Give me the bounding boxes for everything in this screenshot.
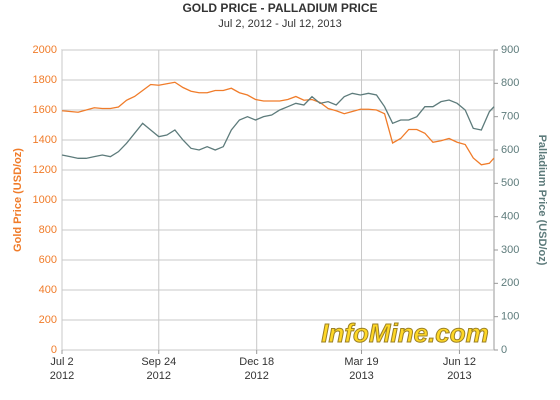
y2-tick-label: 500 <box>501 177 519 189</box>
y2-tick-label: 300 <box>501 244 519 256</box>
y-tick-label: 0 <box>51 344 57 356</box>
y-tick-label: 1400 <box>33 134 57 146</box>
y-tick-label: 1800 <box>33 74 57 86</box>
x-tick-label: 2012 <box>147 370 171 382</box>
y2-tick-label: 400 <box>501 211 519 223</box>
y2-tick-label: 100 <box>501 311 519 323</box>
x-tick-label: 2013 <box>349 370 373 382</box>
y-tick-label: 1200 <box>33 164 57 176</box>
y2-tick-label: 0 <box>501 344 507 356</box>
x-tick-label: 2012 <box>244 370 268 382</box>
y-tick-label: 1600 <box>33 104 57 116</box>
y-tick-label: 1000 <box>33 194 57 206</box>
y-tick-label: 800 <box>39 224 57 236</box>
x-tick-label: Sep 24 <box>141 356 176 368</box>
x-tick-label: Mar 19 <box>344 356 378 368</box>
watermark: InfoMine.com <box>321 318 489 348</box>
y-tick-label: 200 <box>39 314 57 326</box>
x-tick-label: Jun 12 <box>443 356 476 368</box>
x-tick-label: 2012 <box>50 370 74 382</box>
y2-tick-label: 200 <box>501 277 519 289</box>
series-line <box>61 92 495 159</box>
chart-title: GOLD PRICE - PALLADIUM PRICE <box>182 1 377 15</box>
series-line <box>61 81 495 166</box>
y-axis-label: Gold Price (USD/oz) <box>12 148 24 252</box>
x-tick-label: Jul 2 <box>50 356 73 368</box>
y2-tick-label: 700 <box>501 111 519 123</box>
y2-tick-label: 900 <box>501 44 519 56</box>
y-tick-label: 600 <box>39 254 57 266</box>
y2-axis-label: Palladium Price (USD/oz) <box>536 135 548 266</box>
y-tick-label: 400 <box>39 284 57 296</box>
x-tick-label: Dec 18 <box>239 356 274 368</box>
y2-tick-label: 600 <box>501 144 519 156</box>
y-tick-label: 2000 <box>33 44 57 56</box>
x-tick-label: 2013 <box>447 370 471 382</box>
chart-subtitle: Jul 2, 2012 - Jul 12, 2013 <box>218 18 342 30</box>
y2-tick-label: 800 <box>501 77 519 89</box>
